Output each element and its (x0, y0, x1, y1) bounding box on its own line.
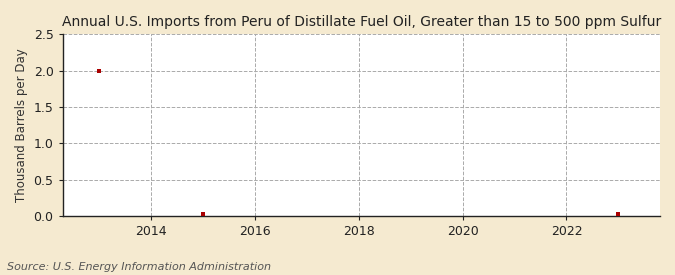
Y-axis label: Thousand Barrels per Day: Thousand Barrels per Day (15, 48, 28, 202)
Title: Annual U.S. Imports from Peru of Distillate Fuel Oil, Greater than 15 to 500 ppm: Annual U.S. Imports from Peru of Distill… (61, 15, 661, 29)
Text: Source: U.S. Energy Information Administration: Source: U.S. Energy Information Administ… (7, 262, 271, 272)
